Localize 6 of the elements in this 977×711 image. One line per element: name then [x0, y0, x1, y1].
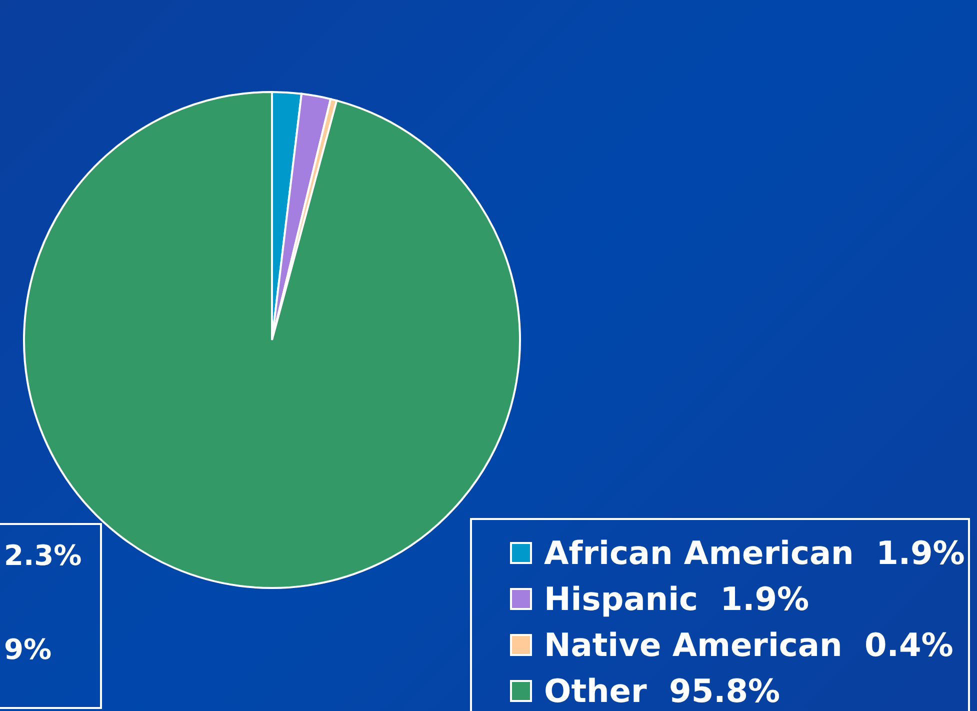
- legend-label: African American 1.9%: [544, 534, 965, 572]
- legend-label: Native American 0.4%: [544, 626, 954, 664]
- legend-label: Other 95.8%: [544, 672, 780, 710]
- legend-label: Hispanic 1.9%: [544, 580, 810, 618]
- text: 9%: [4, 633, 53, 668]
- text: 2.3%: [4, 539, 83, 574]
